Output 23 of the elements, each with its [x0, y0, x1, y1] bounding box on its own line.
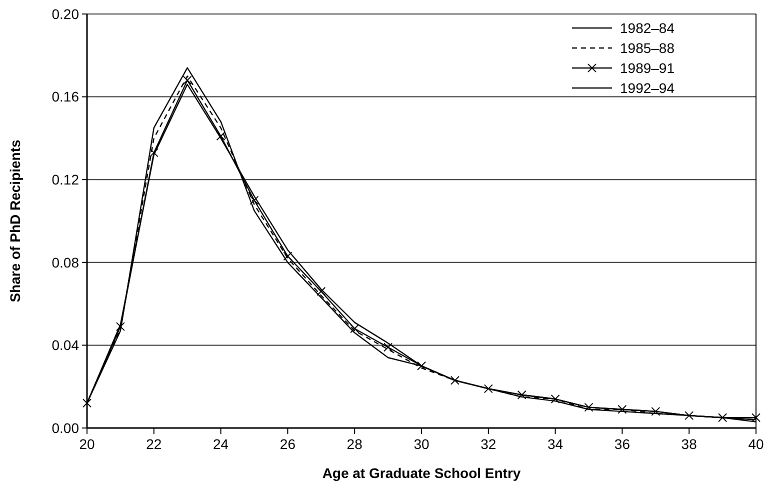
y-tick-label: 0.00: [52, 420, 80, 436]
y-tick-label: 0.08: [52, 254, 80, 270]
x-tick-label: 28: [346, 436, 363, 452]
y-tick-label: 0.12: [52, 172, 80, 188]
x-tick-label: 40: [748, 436, 764, 452]
legend-label: 1989–91: [620, 60, 675, 76]
x-tick-label: 32: [480, 436, 496, 452]
y-tick-label: 0.16: [52, 88, 80, 105]
x-tick-label: 38: [681, 436, 698, 452]
x-tick-label: 24: [213, 436, 229, 452]
legend-label: 1985–88: [620, 40, 675, 56]
x-tick-label: 20: [79, 436, 95, 452]
legend-label: 1992–94: [620, 80, 675, 96]
x-tick-label: 34: [548, 436, 564, 452]
y-axis-title: Share of PhD Recipients: [7, 139, 23, 302]
x-tick-label: 36: [614, 436, 630, 452]
x-axis-title: Age at Graduate School Entry: [322, 465, 521, 481]
legend-label: 1982–84: [620, 20, 675, 36]
x-tick-label: 26: [280, 436, 296, 452]
y-tick-label: 0.04: [52, 337, 80, 354]
y-tick-label: 0.20: [52, 6, 80, 22]
x-tick-label: 30: [414, 436, 430, 452]
x-tick-label: 22: [146, 436, 162, 452]
